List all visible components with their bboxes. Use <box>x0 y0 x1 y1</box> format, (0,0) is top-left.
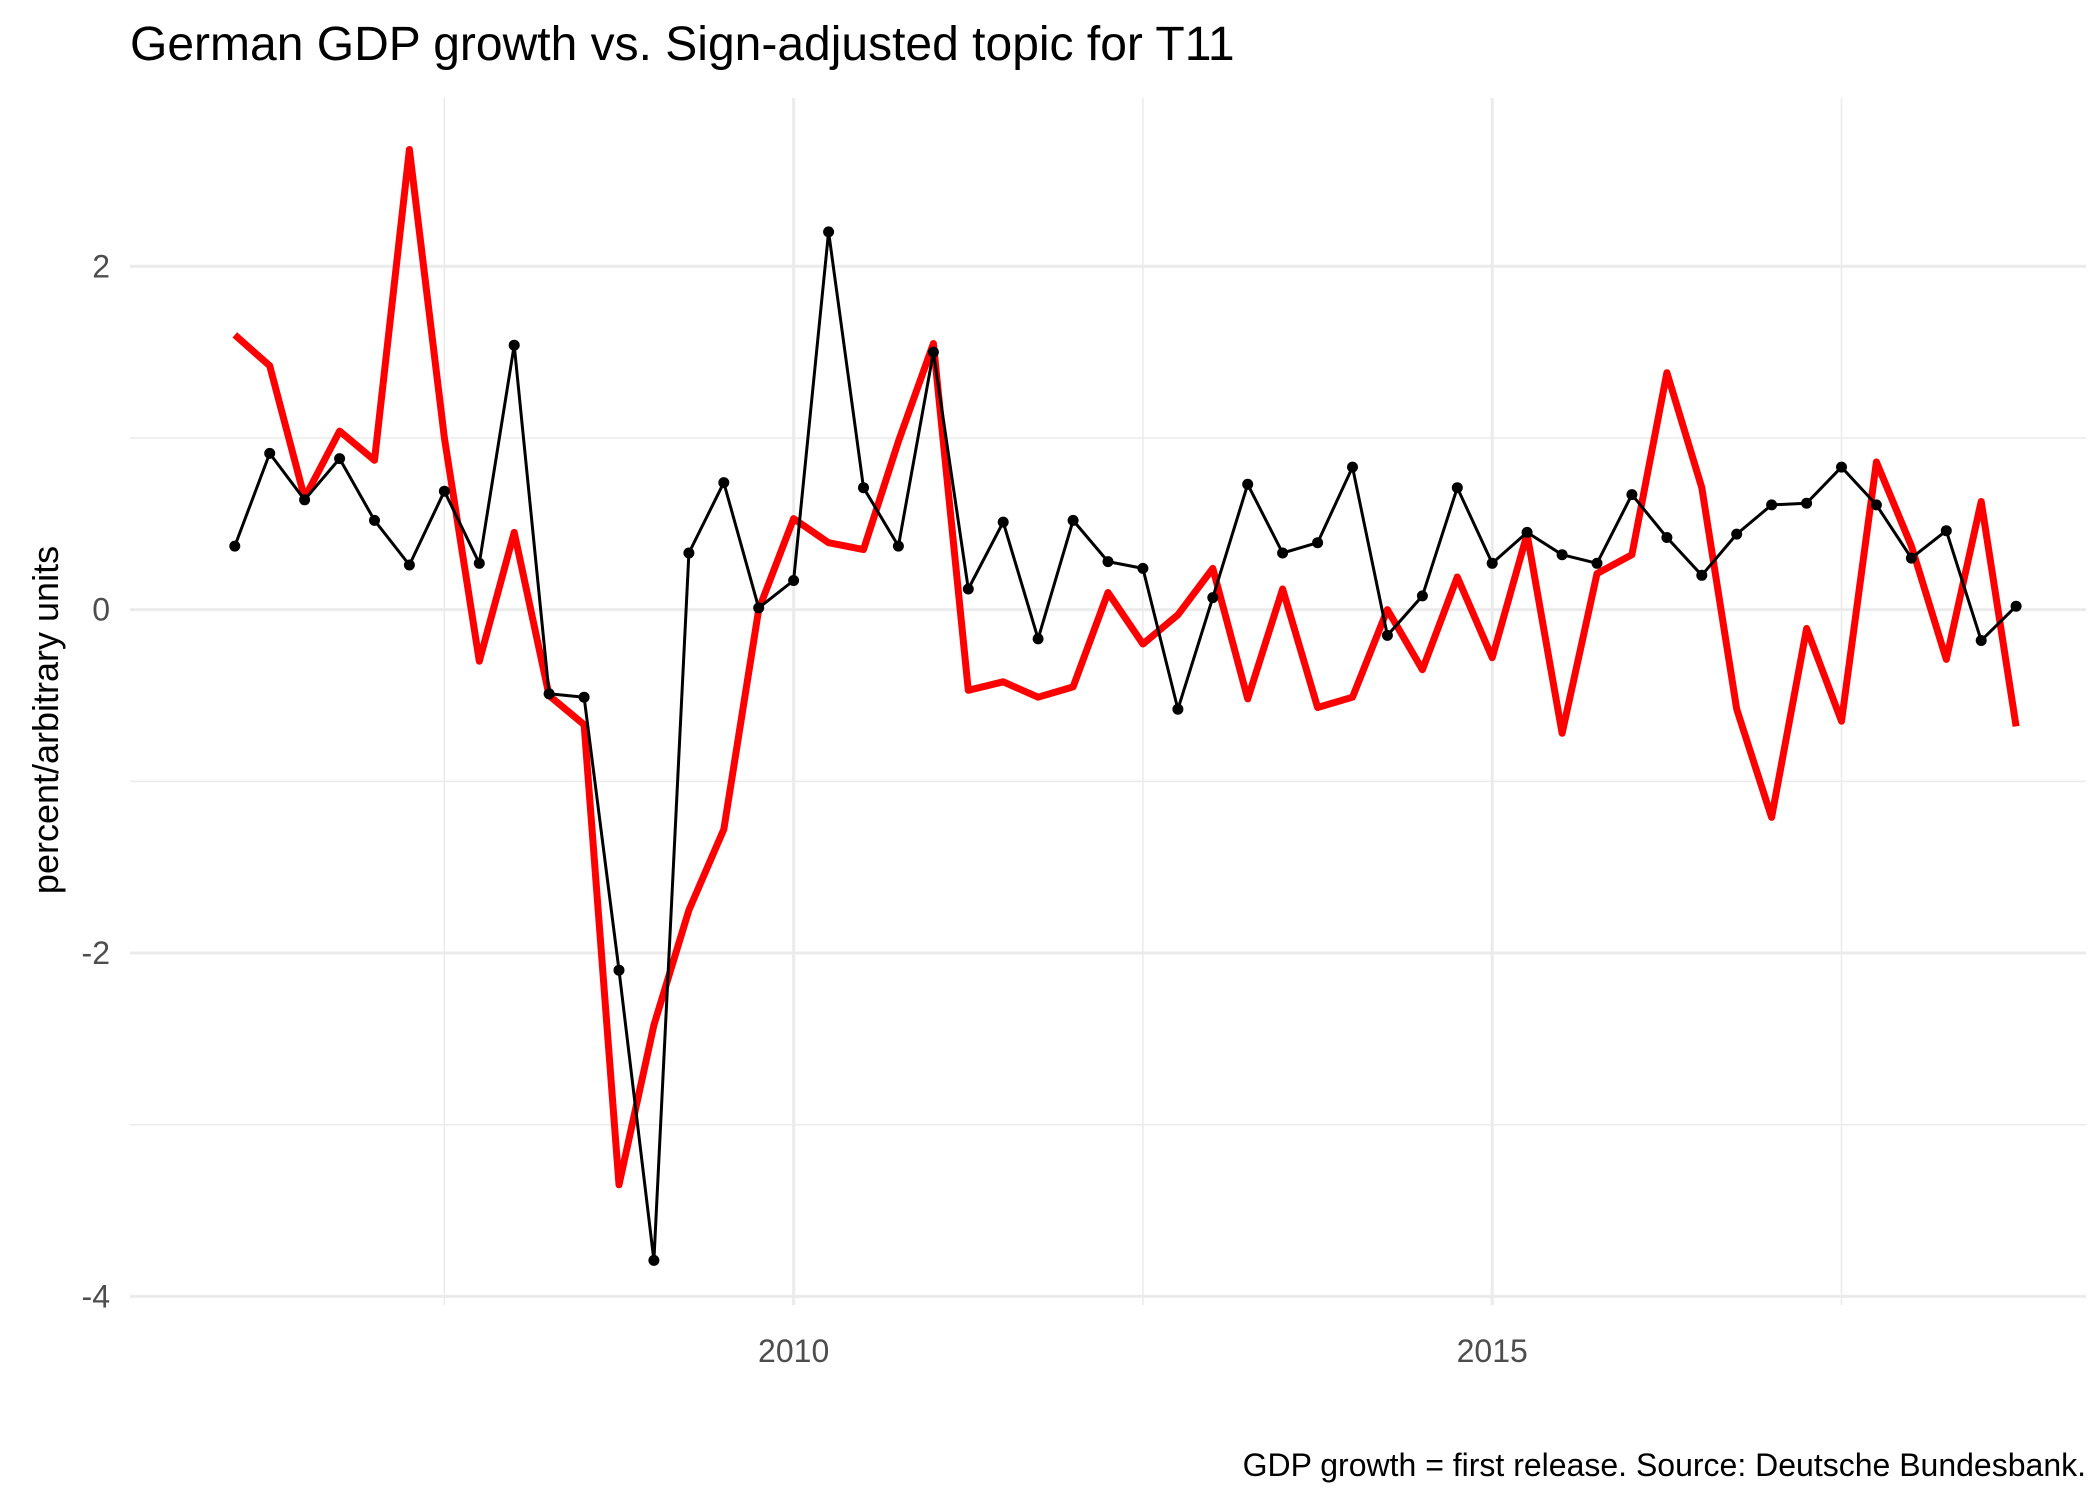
series-1-point-31 <box>1312 537 1324 549</box>
series-1-point-46 <box>1836 461 1847 473</box>
series-1-point-5 <box>403 559 415 571</box>
series-1-point-36 <box>1486 557 1498 569</box>
series-1-point-30 <box>1277 547 1289 559</box>
series-1-point-9 <box>543 688 555 700</box>
series-1-point-2 <box>299 494 311 506</box>
series-1-point-15 <box>753 602 765 614</box>
series-1-point-0 <box>229 540 241 552</box>
y-tick-label-3: -4 <box>82 1278 110 1314</box>
x-tick-label-1: 2015 <box>1457 1333 1528 1369</box>
series-1-point-13 <box>683 547 695 559</box>
series-1-point-33 <box>1381 629 1393 641</box>
series-1-point-21 <box>962 583 974 595</box>
series-1-point-26 <box>1137 562 1149 574</box>
series-1-point-50 <box>1975 635 1987 646</box>
series-1-point-51 <box>2010 600 2022 612</box>
series-1-point-29 <box>1242 478 1254 490</box>
series-1-point-32 <box>1347 461 1358 473</box>
y-tick-label-1: 0 <box>92 592 110 628</box>
x-axis-ticks: 2010 2015 <box>758 1333 1528 1369</box>
y-tick-label-2: -2 <box>82 935 110 971</box>
series-1-point-22 <box>997 516 1009 528</box>
series-1-line <box>233 230 2018 1262</box>
series-1-point-44 <box>1766 499 1778 511</box>
y-axis-label: percent/arbitrary units <box>25 546 66 894</box>
series-1-point-24 <box>1067 514 1079 526</box>
series-1-point-47 <box>1870 499 1882 511</box>
series-1-point-27 <box>1172 703 1184 715</box>
series-1-point-28 <box>1207 592 1219 604</box>
series-1-point-12 <box>648 1254 660 1266</box>
series-1-point-45 <box>1801 497 1813 509</box>
series-1-point-10 <box>578 691 590 703</box>
series-1-point-43 <box>1731 528 1743 540</box>
series-1-point-4 <box>369 514 380 526</box>
series-1-point-38 <box>1556 549 1568 561</box>
y-tick-label-0: 2 <box>92 248 110 284</box>
series-1-point-17 <box>823 226 835 238</box>
series-1-point-23 <box>1032 633 1044 645</box>
series-1-point-14 <box>718 477 730 489</box>
series-1-point-8 <box>508 339 520 351</box>
series-1-point-7 <box>473 557 485 569</box>
series-1-point-35 <box>1451 482 1463 494</box>
series-1-point-49 <box>1940 525 1952 537</box>
x-tick-label-0: 2010 <box>758 1333 829 1369</box>
series-1-point-37 <box>1521 526 1533 538</box>
series-1-point-41 <box>1661 532 1673 543</box>
series-1-point-3 <box>334 453 346 465</box>
series-1-point-1 <box>264 447 276 459</box>
series-1-point-42 <box>1696 569 1708 581</box>
series-0-line <box>232 146 2020 1189</box>
y-axis-ticks: 2 0 -2 -4 <box>82 248 110 1314</box>
series-1-point-39 <box>1591 557 1603 569</box>
chart-title: German GDP growth vs. Sign-adjusted topi… <box>130 18 1235 71</box>
series-1-point-11 <box>613 964 625 976</box>
series-1-point-40 <box>1626 489 1638 501</box>
series-layer <box>229 146 2022 1266</box>
series-1-point-19 <box>892 540 904 552</box>
series-1-point-18 <box>858 482 869 494</box>
series-1-point-16 <box>788 575 800 586</box>
series-1-point-6 <box>438 485 450 497</box>
series-1-point-48 <box>1905 552 1917 564</box>
series-1-point-25 <box>1102 556 1114 568</box>
chart-caption: GDP growth = first release. Source: Deut… <box>1243 1447 2086 1483</box>
series-1-point-20 <box>927 346 939 358</box>
series-1-point-34 <box>1416 590 1428 602</box>
